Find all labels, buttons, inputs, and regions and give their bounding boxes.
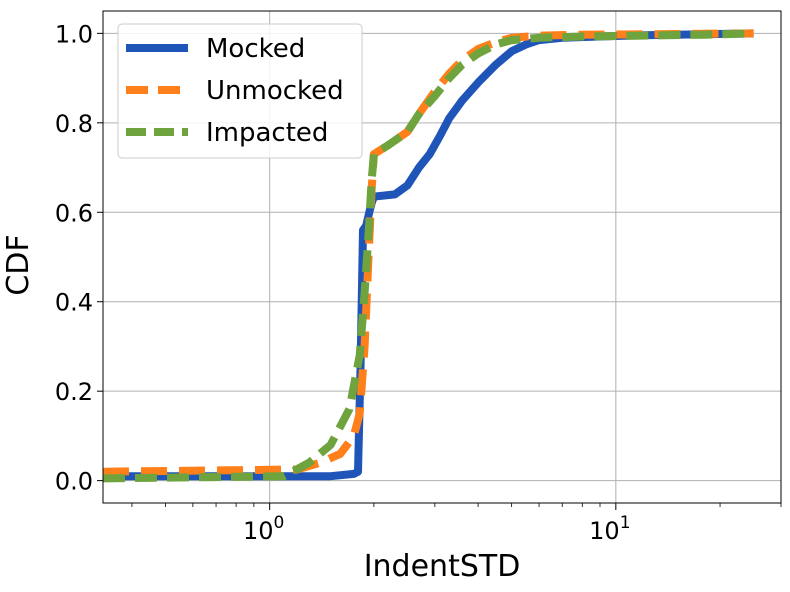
x-axis-label: IndentSTD <box>364 549 521 584</box>
y-tick-label: 0.0 <box>55 468 93 496</box>
series-line-impacted <box>102 29 754 483</box>
plot-frame <box>102 10 782 504</box>
x-tick-base: 10 <box>589 517 620 545</box>
y-tick-label: 0.2 <box>55 378 93 406</box>
x-tick-exponent: 0 <box>274 513 285 533</box>
x-tick-exponent: 1 <box>620 513 631 533</box>
legend-label-unmocked: Unmocked <box>206 76 344 106</box>
legend: Mocked Unmocked Impacted <box>117 23 363 159</box>
series-lines <box>102 29 754 483</box>
legend-box <box>117 23 363 159</box>
y-tick-label: 1.0 <box>55 20 93 48</box>
y-tick-label: 0.6 <box>55 199 93 227</box>
legend-label-impacted: Impacted <box>206 118 328 148</box>
y-axis-label: CDF <box>1 234 36 295</box>
x-tick-base: 10 <box>243 517 274 545</box>
legend-label-mocked: Mocked <box>206 34 305 64</box>
y-tick-label: 0.4 <box>55 289 93 317</box>
x-tick-label: 100 <box>243 513 284 545</box>
x-tick-label: 101 <box>589 513 630 545</box>
y-tick-label: 0.8 <box>55 110 93 138</box>
